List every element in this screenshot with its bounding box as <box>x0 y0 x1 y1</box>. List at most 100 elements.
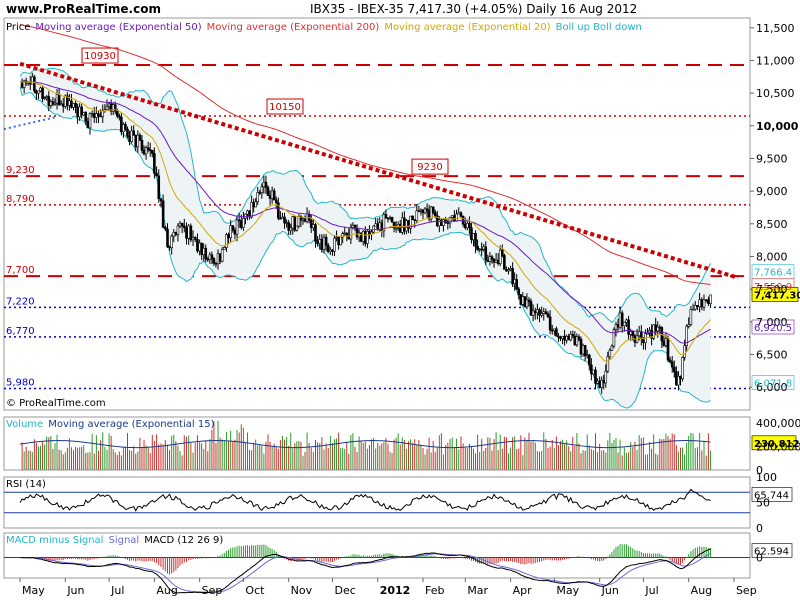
candle-body <box>128 136 131 142</box>
candle-body <box>220 249 224 262</box>
candle-body <box>260 186 264 193</box>
candle-body <box>453 215 456 222</box>
candle-body <box>97 113 100 117</box>
candle-body <box>331 249 334 252</box>
candle-body <box>270 190 274 199</box>
candle-body <box>602 379 606 384</box>
annotation-box <box>411 158 449 175</box>
candle-body <box>440 219 443 226</box>
candle-body <box>320 239 324 250</box>
candle-body <box>55 94 59 104</box>
x-tick-label: May <box>556 584 579 597</box>
candle-body <box>654 324 657 332</box>
candle-body <box>476 245 479 251</box>
x-tick-label: 2012 <box>380 584 411 597</box>
candle-body <box>250 202 253 218</box>
volume-last-box <box>751 435 797 451</box>
candle-body <box>22 80 26 88</box>
candle-body <box>590 364 593 375</box>
y-tick-label: 8,500 <box>756 218 788 231</box>
chart-title: IBX35 - IBEX-35 7,417.30 (+4.05%) Daily … <box>310 2 638 16</box>
candle-body <box>675 371 678 386</box>
candle-body <box>227 234 230 239</box>
candle-body <box>707 299 710 304</box>
candle-body <box>90 113 94 115</box>
bollinger-up-line <box>19 67 712 324</box>
rsi-y-tick: 0 <box>756 522 763 535</box>
candle-body <box>525 299 529 308</box>
candle-body <box>252 202 255 208</box>
candle-body <box>170 235 173 248</box>
candle-body <box>459 212 463 217</box>
candle-body <box>507 269 510 272</box>
candle-body <box>482 246 486 250</box>
candle-body <box>99 115 102 118</box>
candle-body <box>696 305 699 308</box>
annotation-box <box>81 47 119 64</box>
candle-body <box>442 219 445 226</box>
candle-body <box>652 324 655 339</box>
candle-body <box>33 76 36 92</box>
candle-body <box>501 249 504 256</box>
candle-body <box>297 216 301 227</box>
candle-body <box>239 220 243 228</box>
candle-body <box>68 100 71 106</box>
h-line-label: 8,790 <box>6 194 35 205</box>
candle-body <box>142 150 146 155</box>
candle-body <box>322 236 326 250</box>
candle-body <box>372 225 375 233</box>
candle-body <box>433 212 437 217</box>
candle-body <box>366 230 369 244</box>
candle-body <box>598 380 601 388</box>
candle-body <box>666 338 670 361</box>
macd-legend: Signal <box>108 535 139 546</box>
macd-y-tick: 0 <box>756 552 763 565</box>
candle-body <box>618 312 622 328</box>
candle-body <box>324 236 328 246</box>
candle-body <box>565 336 568 341</box>
candle-body <box>70 100 73 108</box>
candle-body <box>301 218 305 221</box>
candle-body <box>80 106 83 116</box>
candle-body <box>468 222 471 229</box>
candle-body <box>704 299 708 302</box>
candle-body <box>401 217 404 233</box>
candle-body <box>293 216 297 231</box>
candle-body <box>82 112 86 116</box>
candle-body <box>531 310 535 316</box>
candle-body <box>49 101 53 106</box>
candle-body <box>575 336 579 346</box>
candle-body <box>254 201 257 208</box>
candle-body <box>627 319 630 335</box>
candle-body <box>455 213 458 222</box>
candle-body <box>74 103 77 108</box>
candle-body <box>608 350 612 358</box>
candle-body <box>629 331 632 335</box>
candle-body <box>567 336 570 341</box>
candle-body <box>361 231 365 242</box>
candle-body <box>679 376 682 380</box>
candle-body <box>37 90 40 94</box>
x-tick-label: Nov <box>291 584 313 597</box>
candle-body <box>631 331 635 337</box>
volume-y-tick: 0 <box>756 464 763 477</box>
candle-body <box>672 366 676 372</box>
candle-body <box>166 228 169 248</box>
x-tick-label: May <box>22 584 45 597</box>
candle-body <box>658 326 662 329</box>
candle-body <box>612 329 616 347</box>
last-price-label: 7,417.30 <box>754 291 800 302</box>
candle-body <box>523 296 527 308</box>
x-tick-label: Aug <box>691 584 712 597</box>
candle-body <box>457 212 461 215</box>
candle-body <box>390 217 394 223</box>
candle-body <box>548 316 552 331</box>
candle-body <box>157 175 161 199</box>
candle-body <box>646 332 649 335</box>
candle-body <box>291 216 295 229</box>
rsi-legend: RSI (14) <box>6 479 46 490</box>
candle-body <box>700 299 704 308</box>
candle-body <box>544 311 548 315</box>
y-tick-label: 7,500 <box>756 283 788 296</box>
